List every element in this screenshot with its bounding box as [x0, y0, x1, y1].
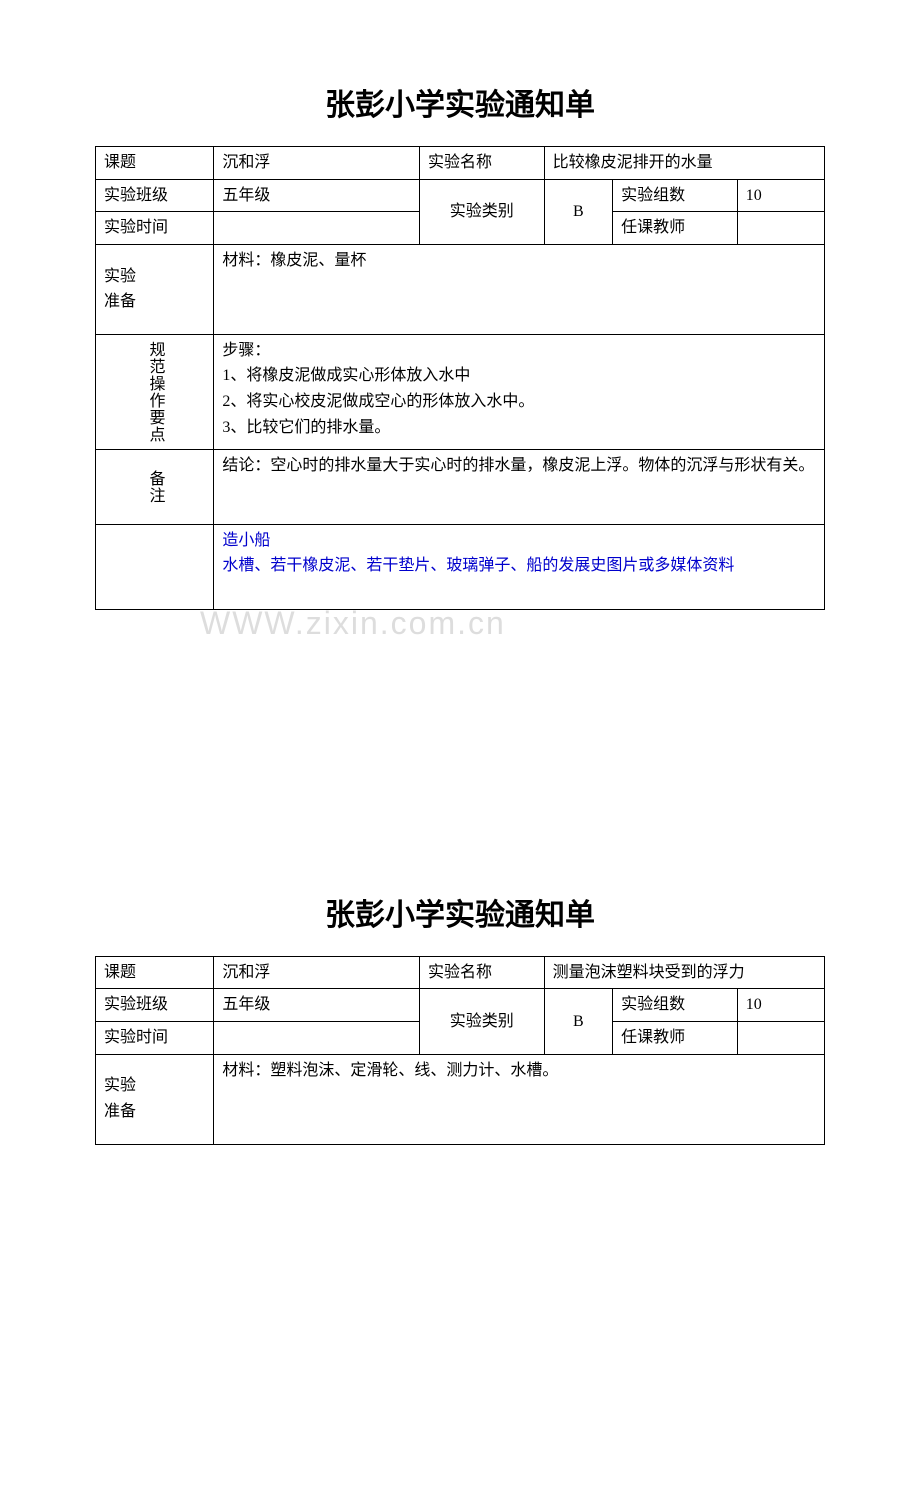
table-row: 造小船 水槽、若干橡皮泥、若干垫片、玻璃弹子、船的发展史图片或多媒体资料 [96, 524, 825, 609]
label-exp-type: 实验类别 [419, 179, 544, 244]
value-notes: 结论：空心时的排水量大于实心时的排水量，橡皮泥上浮。物体的沉浮与形状有关。 [214, 449, 825, 524]
table-row: 实验班级 五年级 实验类别 B 实验组数 10 [96, 179, 825, 212]
table-row: 规范操作要点 步骤： 1、将橡皮泥做成实心形体放入水中 2、将实心校皮泥做成空心… [96, 334, 825, 449]
label-exp-type: 实验类别 [419, 989, 544, 1054]
value-topic: 沉和浮 [214, 956, 420, 989]
label-class: 实验班级 [96, 179, 214, 212]
value-steps: 步骤： 1、将橡皮泥做成实心形体放入水中 2、将实心校皮泥做成空心的形体放入水中… [214, 334, 825, 449]
value-exp-type: B [544, 989, 613, 1054]
value-teacher [737, 1021, 824, 1054]
label-groups: 实验组数 [613, 179, 738, 212]
table-row: 课题 沉和浮 实验名称 比较橡皮泥排开的水量 [96, 147, 825, 180]
label-notes: 备注 [96, 449, 214, 524]
value-extra: 造小船 水槽、若干橡皮泥、若干垫片、玻璃弹子、船的发展史图片或多媒体资料 [214, 524, 825, 609]
value-time [214, 1021, 420, 1054]
value-groups: 10 [737, 989, 824, 1022]
label-exp-name: 实验名称 [419, 956, 544, 989]
table-row: 课题 沉和浮 实验名称 测量泡沫塑料块受到的浮力 [96, 956, 825, 989]
form-2-table: 课题 沉和浮 实验名称 测量泡沫塑料块受到的浮力 实验班级 五年级 实验类别 B… [95, 956, 825, 1145]
label-time: 实验时间 [96, 1021, 214, 1054]
form-2: 张彭小学实验通知单 课题 沉和浮 实验名称 测量泡沫塑料块受到的浮力 实验班级 … [95, 890, 825, 1145]
label-extra [96, 524, 214, 609]
form-1-title: 张彭小学实验通知单 [95, 80, 825, 124]
value-exp-type: B [544, 179, 613, 244]
value-class: 五年级 [214, 989, 420, 1022]
table-row: 实验 准备 材料：塑料泡沫、定滑轮、线、测力计、水槽。 [96, 1054, 825, 1144]
value-class: 五年级 [214, 179, 420, 212]
table-row: 实验班级 五年级 实验类别 B 实验组数 10 [96, 989, 825, 1022]
value-prep: 材料：橡皮泥、量杯 [214, 244, 825, 334]
table-row: 实验 准备 材料：橡皮泥、量杯 [96, 244, 825, 334]
table-row: 备注 结论：空心时的排水量大于实心时的排水量，橡皮泥上浮。物体的沉浮与形状有关。 [96, 449, 825, 524]
label-teacher: 任课教师 [613, 212, 738, 245]
label-class: 实验班级 [96, 989, 214, 1022]
label-teacher: 任课教师 [613, 1021, 738, 1054]
label-topic: 课题 [96, 147, 214, 180]
label-topic: 课题 [96, 956, 214, 989]
value-exp-name: 比较橡皮泥排开的水量 [544, 147, 824, 180]
value-time [214, 212, 420, 245]
label-prep: 实验 准备 [96, 244, 214, 334]
watermark: WWW.zixin.com.cn [200, 605, 506, 642]
form-2-title: 张彭小学实验通知单 [95, 890, 825, 934]
form-1: 张彭小学实验通知单 课题 沉和浮 实验名称 比较橡皮泥排开的水量 实验班级 五年… [95, 80, 825, 610]
value-teacher [737, 212, 824, 245]
label-prep: 实验 准备 [96, 1054, 214, 1144]
value-topic: 沉和浮 [214, 147, 420, 180]
form-1-table: 课题 沉和浮 实验名称 比较橡皮泥排开的水量 实验班级 五年级 实验类别 B 实… [95, 146, 825, 610]
label-time: 实验时间 [96, 212, 214, 245]
label-groups: 实验组数 [613, 989, 738, 1022]
value-exp-name: 测量泡沫塑料块受到的浮力 [544, 956, 824, 989]
label-exp-name: 实验名称 [419, 147, 544, 180]
value-prep: 材料：塑料泡沫、定滑轮、线、测力计、水槽。 [214, 1054, 825, 1144]
value-groups: 10 [737, 179, 824, 212]
label-steps: 规范操作要点 [96, 334, 214, 449]
